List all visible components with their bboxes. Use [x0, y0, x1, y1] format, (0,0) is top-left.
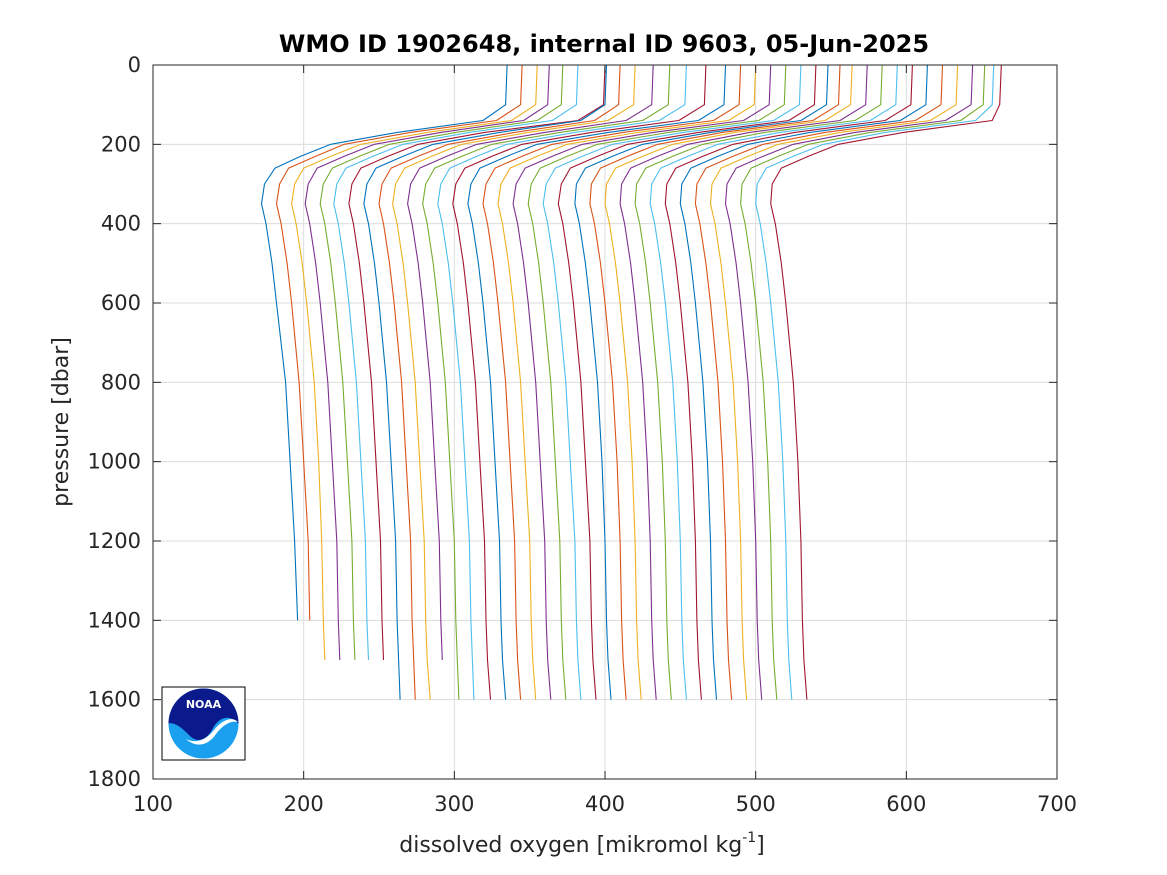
profile-line-10 — [392, 64, 636, 700]
x-axis-label-superscript: -1 — [742, 830, 756, 846]
y-tick-label: 800 — [101, 370, 141, 394]
profile-line-18 — [512, 64, 772, 700]
profile-line-7 — [348, 64, 606, 661]
profile-line-23 — [589, 64, 841, 700]
ticks — [152, 64, 1058, 780]
noaa-logo: NOAA — [161, 686, 246, 761]
profile-line-25 — [619, 64, 868, 700]
profile-line-9 — [378, 64, 621, 700]
y-tick-label: 200 — [101, 132, 141, 156]
y-tick-label: 400 — [101, 212, 141, 236]
x-axis-label: dissolved oxygen [mikromol kg-1] — [399, 830, 765, 858]
profile-line-17 — [497, 64, 757, 700]
y-tick-label: 1000 — [88, 450, 141, 474]
profile-line-34 — [755, 64, 995, 700]
profile-line-11 — [407, 64, 654, 661]
profile-line-8 — [363, 64, 608, 700]
y-tick-label: 600 — [101, 291, 141, 315]
x-tick-label: 300 — [434, 792, 474, 816]
x-tick-label: 500 — [736, 792, 776, 816]
logo-navy-cap — [168, 688, 239, 740]
logo-wordmark: NOAA — [186, 698, 222, 711]
profile-line-24 — [604, 64, 853, 700]
profile-line-35 — [770, 64, 1002, 700]
x-tick-label: 600 — [886, 792, 926, 816]
profile-line-3 — [291, 64, 538, 661]
x-tick-labels: 100 200 300 400 500 600 700 — [133, 792, 1077, 816]
profile-line-15 — [467, 64, 727, 700]
x-tick-label: 700 — [1037, 792, 1077, 816]
profile-line-14 — [452, 64, 707, 700]
profile-line-20 — [542, 64, 802, 700]
profile-line-29 — [679, 64, 928, 700]
profile-line-22 — [574, 64, 829, 700]
profile-line-13 — [437, 64, 687, 700]
profile-line-16 — [482, 64, 742, 700]
profile-line-27 — [649, 64, 898, 700]
y-tick-label: 1800 — [88, 767, 141, 791]
y-tick-label: 1400 — [88, 608, 141, 632]
profile-line-5 — [319, 64, 564, 661]
y-tick-label: 1200 — [88, 529, 141, 553]
profiles — [260, 64, 1002, 700]
profile-line-32 — [724, 64, 974, 700]
y-tick-label: 0 — [128, 53, 141, 77]
profile-line-28 — [664, 64, 913, 700]
x-tick-label: 400 — [585, 792, 625, 816]
profile-line-33 — [740, 64, 986, 700]
x-axis-label-main: dissolved oxygen [mikromol kg — [399, 833, 742, 858]
profile-line-21 — [557, 64, 817, 700]
profile-line-1 — [260, 64, 508, 621]
profile-line-6 — [333, 64, 579, 661]
x-tick-label: 100 — [133, 792, 173, 816]
x-tick-label: 200 — [284, 792, 324, 816]
y-axis-label: pressure [dbar] — [49, 337, 74, 507]
profile-line-26 — [634, 64, 883, 700]
y-tick-labels: 0 200 400 600 800 1000 1200 1400 1600 1800 — [88, 53, 141, 791]
y-tick-label: 1600 — [88, 688, 141, 712]
chart-title: WMO ID 1902648, internal ID 9603, 05-Jun… — [279, 30, 929, 58]
x-axis-label-end: ] — [756, 833, 765, 858]
logo-gull-wave — [186, 719, 238, 745]
profile-line-30 — [694, 64, 944, 700]
profile-line-31 — [709, 64, 959, 700]
profile-line-4 — [304, 64, 550, 661]
profile-line-12 — [422, 64, 671, 700]
profile-line-19 — [527, 64, 787, 700]
profile-line-2 — [275, 64, 523, 621]
